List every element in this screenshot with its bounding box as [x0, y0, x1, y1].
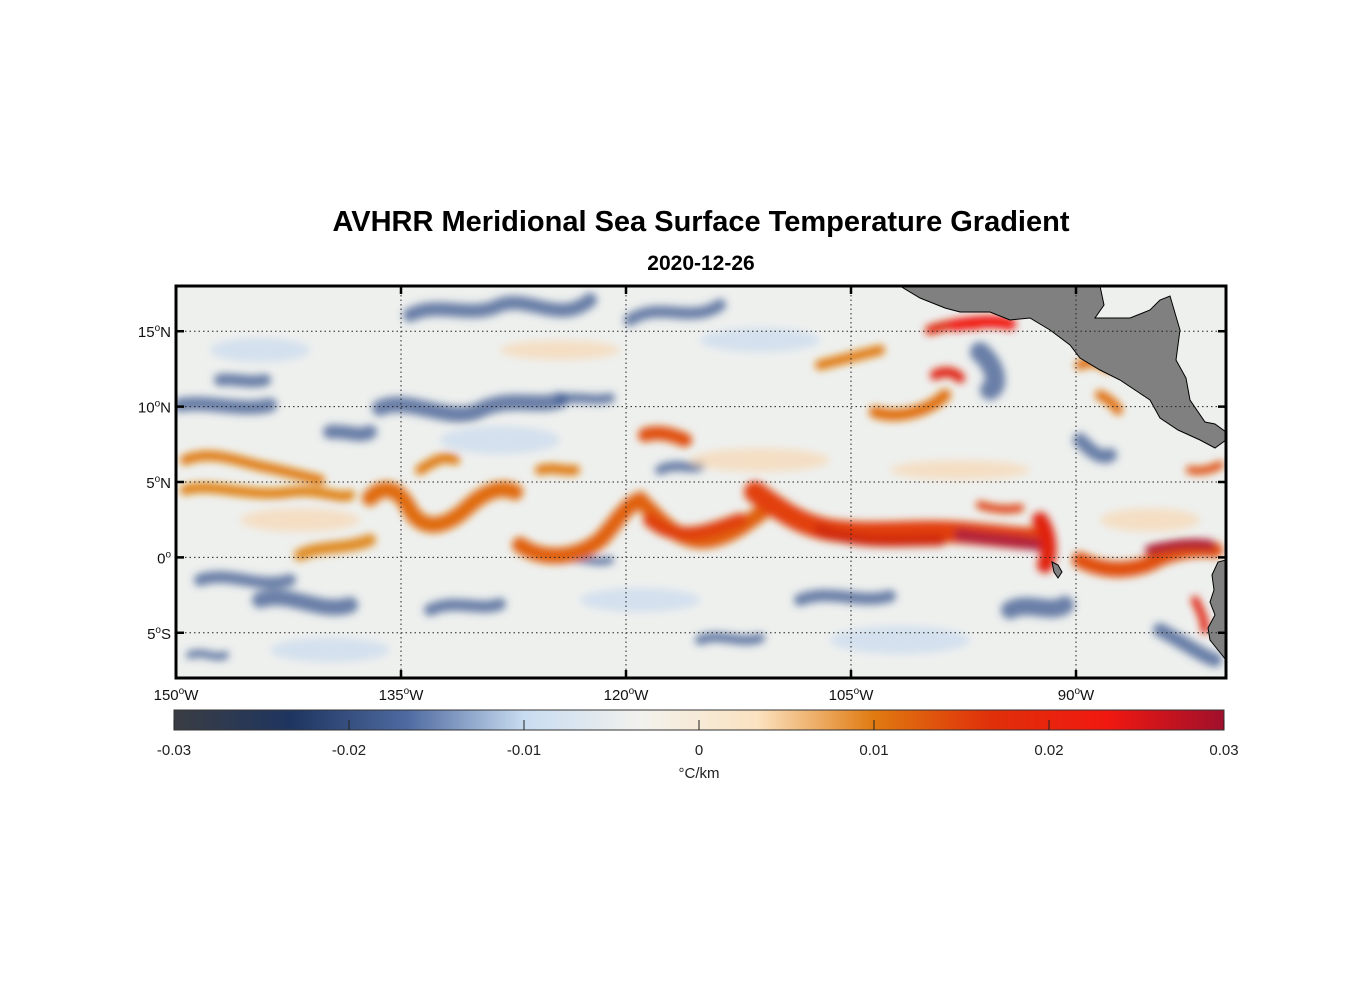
negative-gradient-streak: [323, 424, 377, 442]
negative-gradient-streak: [1073, 433, 1117, 464]
positive-gradient-streak: [294, 534, 376, 561]
negative-gradient-streak: [555, 393, 615, 405]
lat-tick-label: 5oS: [147, 625, 171, 643]
positive-gradient-streak: [869, 389, 951, 421]
positive-gradient-streak: [1191, 596, 1209, 634]
axis-ticks: [174, 286, 1226, 678]
negative-gradient-streak: [403, 293, 597, 322]
colorbar-tick-label: 0.02: [1034, 742, 1063, 759]
map-area: [176, 286, 1226, 678]
positive-gradient-streak: [815, 345, 885, 370]
lat-tick-label: 5oN: [146, 474, 171, 492]
negative-gradient-streak: [186, 649, 229, 661]
positive-gradient-streak: [1072, 541, 1223, 578]
positive-gradient-streak: [1032, 512, 1057, 573]
positive-gradient-streak: [930, 367, 965, 383]
positive-gradient-streak: [535, 463, 580, 476]
positive-gradient-streak: [1186, 461, 1224, 475]
negative-gradient-streak: [214, 373, 271, 388]
positive-gradient-streak: [643, 513, 747, 541]
negative-gradient-streak: [194, 571, 296, 589]
negative-gradient-streak: [372, 392, 568, 423]
land-south-america: [1207, 559, 1226, 661]
positive-gradient-streak: [362, 481, 523, 533]
positive-gradient-streak: [638, 426, 692, 447]
colorbar-ticks: -0.03 -0.02 -0.01 0 0.01 0.02 0.03: [157, 720, 1239, 759]
colorbar-tick-label: -0.01: [507, 742, 541, 759]
colorbar-tick-label: 0: [695, 742, 703, 759]
lon-tick-label: 90oW: [1058, 686, 1095, 704]
positive-gradient-streak: [976, 501, 1024, 514]
negative-gradient-streak: [252, 589, 358, 616]
negative-gradient-streak: [655, 461, 705, 475]
positive-gradient-streak: [1145, 538, 1215, 555]
land-central-america: [899, 286, 1226, 449]
colorbar-units: °C/km: [679, 765, 720, 782]
weak-positive-patches: [240, 340, 1200, 532]
positive-gradient-streak: [814, 524, 946, 547]
chart-subtitle: 2020-12-26: [647, 252, 755, 275]
lon-tick-label: 105oW: [829, 686, 875, 704]
negative-gradient-streak: [176, 396, 277, 415]
latitude-labels: 15oN 10oN 5oN 0o 5oS: [138, 323, 172, 643]
positive-gradient-streak: [949, 315, 1016, 331]
positive-gradient-streak: [180, 450, 325, 485]
lat-tick-label: 10oN: [138, 399, 171, 417]
colorbar-tick-label: -0.02: [332, 742, 366, 759]
negative-gradient-streak: [1153, 623, 1222, 667]
negative-gradient-streak: [970, 342, 1006, 400]
negative-gradient-streak: [695, 632, 765, 646]
chart-title: AVHRR Meridional Sea Surface Temperature…: [332, 206, 1070, 238]
gradient-field: [176, 293, 1224, 667]
colorbar-tick-label: 0.03: [1209, 742, 1238, 759]
lat-tick-label: 15oN: [138, 323, 171, 341]
colorbar-tick-label: 0.01: [859, 742, 888, 759]
land-galapagos: [1051, 561, 1063, 579]
positive-gradient-streak: [512, 490, 773, 564]
lon-tick-label: 150oW: [154, 686, 200, 704]
positive-gradient-streak: [415, 453, 460, 475]
negative-gradient-streak: [424, 598, 506, 616]
negative-gradient-streak: [794, 589, 896, 606]
lon-tick-label: 120oW: [604, 686, 650, 704]
negative-gradient-streak: [1001, 596, 1074, 619]
positive-gradient-streak: [1095, 390, 1123, 415]
longitude-labels: 150oW 135oW 120oW 105oW 90oW: [154, 686, 1095, 704]
lon-tick-label: 135oW: [379, 686, 425, 704]
colorbar: -0.03 -0.02 -0.01 0 0.01 0.02 0.03 °C/km: [157, 709, 1239, 782]
colorbar-tick-label: -0.03: [157, 742, 191, 759]
negative-gradient-streak: [624, 299, 726, 326]
lat-tick-label: 0o: [157, 549, 171, 567]
positive-gradient-streak: [954, 529, 1046, 551]
positive-gradient-streak: [180, 482, 355, 502]
